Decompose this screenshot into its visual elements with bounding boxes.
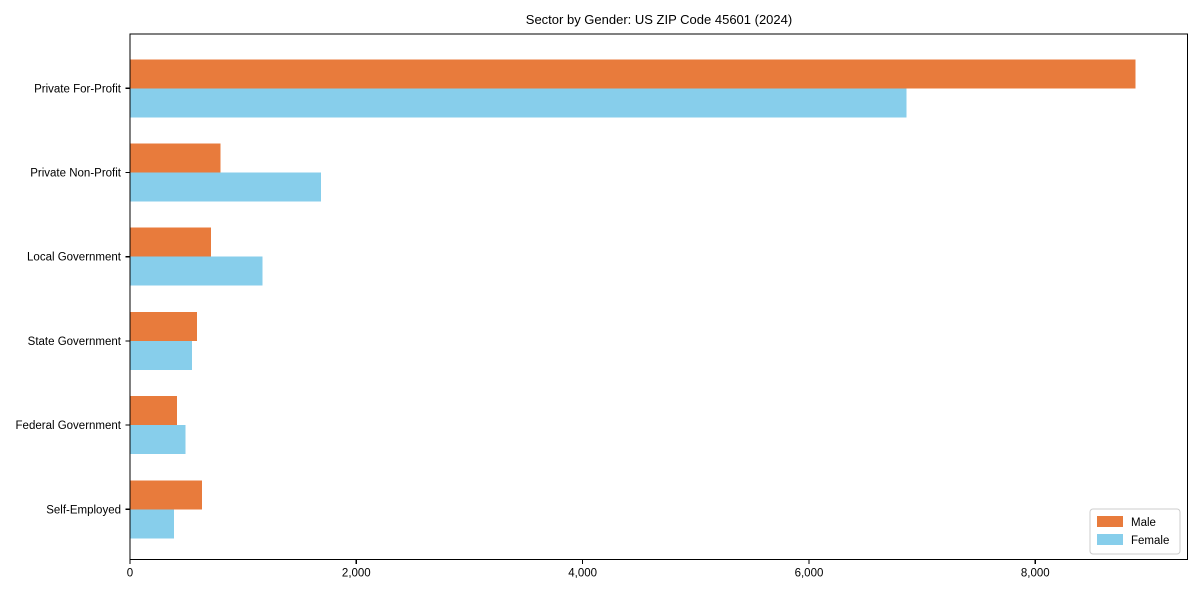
legend-label-male: Male: [1131, 517, 1156, 529]
y-tick-label: Local Government: [27, 252, 122, 264]
bar-female-private-non-profit: [130, 172, 322, 202]
legend-box: [1089, 508, 1181, 555]
x-tick-label: 0: [127, 568, 133, 580]
y-tick-label: Private Non-Profit: [30, 168, 122, 180]
bar-male-local-government: [130, 227, 211, 257]
bar-male-state-government: [130, 311, 197, 341]
legend-swatch-male: [1097, 516, 1123, 527]
bar-male-private-for-profit: [130, 59, 1136, 89]
bar-female-state-government: [130, 340, 193, 370]
x-tick-label: 4,000: [568, 568, 597, 580]
plot-area: [130, 34, 1188, 560]
y-tick-label: Self-Employed: [46, 504, 121, 516]
bar-male-federal-government: [130, 396, 177, 426]
x-tick-label: 8,000: [1021, 568, 1050, 580]
bar-female-local-government: [130, 256, 263, 286]
axes-frame: [129, 33, 1189, 561]
bar-female-federal-government: [130, 425, 186, 455]
x-tick-label: 2,000: [342, 568, 371, 580]
bar-male-private-non-profit: [130, 143, 221, 173]
chart-title: Sector by Gender: US ZIP Code 45601 (202…: [525, 12, 793, 27]
y-tick-label: Private For-Profit: [34, 83, 122, 95]
x-tick-label: 6,000: [795, 568, 824, 580]
y-tick-label: State Government: [28, 336, 122, 348]
bar-female-self-employed: [130, 509, 175, 539]
y-tick-label: Federal Government: [16, 420, 122, 432]
bar-male-self-employed: [130, 480, 202, 510]
bar-female-private-for-profit: [130, 88, 907, 118]
legend-label-female: Female: [1131, 535, 1169, 547]
legend-swatch-female: [1097, 534, 1123, 545]
